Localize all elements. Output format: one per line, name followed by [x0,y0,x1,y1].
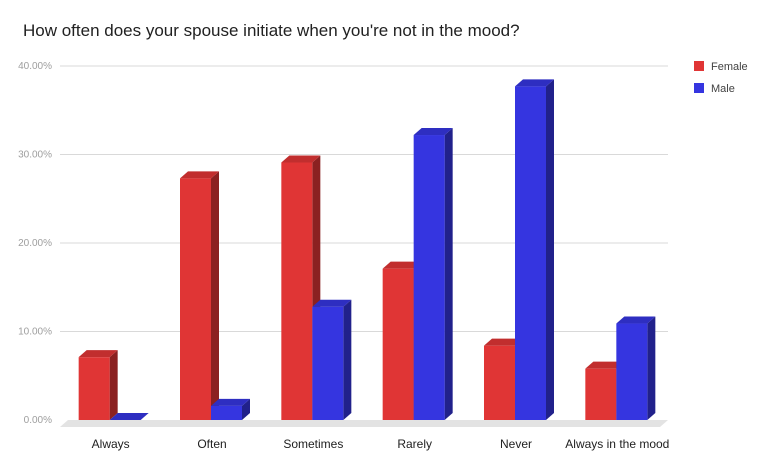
chart-floor-plane [60,420,668,427]
bar-male-4 [515,79,554,420]
gridlines [60,65,668,332]
bar-front [211,405,242,420]
bar-top [109,413,149,420]
bar-male-1 [211,398,250,420]
bar-male-5 [616,316,656,420]
x-tick-label: Never [500,437,532,451]
bar-front [413,135,445,420]
bar-female-0 [78,350,118,420]
bar-top [312,299,352,307]
y-tick-label: 10.00% [18,327,52,338]
bar-front [616,323,648,420]
bar-male-2 [312,299,352,420]
bar-top [515,79,554,87]
bar-front [180,178,211,420]
bar-front [515,86,546,420]
bar-top [78,350,118,358]
chart-title: How often does your spouse initiate when… [23,21,520,40]
x-tick-label: Always [92,437,130,451]
bar-side [109,350,118,420]
bar-female-1 [180,171,219,420]
bar-top [585,361,625,369]
bar-top [281,155,321,163]
bar-top [413,128,453,136]
y-tick-label: 0.00% [24,415,52,426]
bar-side [546,79,554,420]
bar-side [647,316,656,420]
x-axis-labels: Always Often Sometimes Rarely Never Always in… [92,437,670,451]
bar-top [180,171,219,179]
bar-top [616,316,656,324]
y-tick-label: 30.00% [18,150,52,161]
bar-front [281,162,313,420]
bar-top [211,398,250,406]
legend-label-male: Male [711,83,735,95]
bar-male-3 [413,128,453,420]
bar-side [211,171,219,420]
bar-front [484,345,515,420]
y-axis-ticks: 0.00% 10.00% 20.00% 30.00% 40.00% [18,61,52,426]
y-tick-label: 40.00% [18,61,52,72]
x-tick-label: Sometimes [283,437,343,451]
bar-side [242,398,250,420]
y-tick-label: 20.00% [18,238,52,249]
bar-front [382,268,414,420]
bar-front [585,368,617,420]
legend-label-female: Female [711,61,748,73]
bar-front [78,357,110,420]
bar-front [312,306,344,420]
bar-male-0 [109,413,149,420]
chart-floor [60,420,668,427]
legend: Female Male [694,61,748,95]
x-tick-label: Often [197,437,226,451]
legend-swatch-male [694,83,704,93]
x-tick-label: Always in the mood [565,437,669,451]
bar-top [484,338,523,346]
legend-swatch-female [694,61,704,71]
bars [78,79,656,420]
x-tick-label: Rarely [397,437,432,451]
bar-side [343,299,352,420]
bar-side [444,128,453,420]
bar-top [382,261,422,269]
